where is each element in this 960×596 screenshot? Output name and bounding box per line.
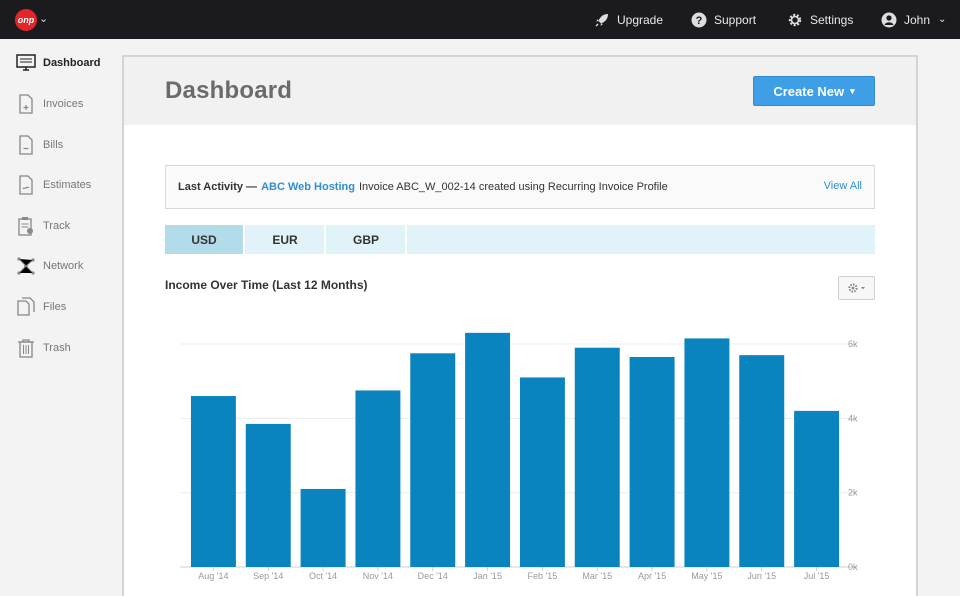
sidebar-item-files[interactable]: Files: [15, 295, 115, 319]
x-tick-label: Jan '15: [473, 571, 502, 581]
clipboard-icon: [15, 215, 37, 237]
bar[interactable]: [410, 353, 456, 567]
top-bar: onp ⌄ Upgrade ? Support Settings John ⌄: [0, 0, 960, 39]
sidebar-item-label: Invoices: [43, 98, 84, 110]
x-tick-label: Mar '15: [582, 571, 612, 581]
view-all-link[interactable]: View All: [823, 180, 862, 192]
svg-text:?: ?: [696, 15, 703, 27]
x-tick-label: Jul '15: [804, 571, 830, 581]
x-tick-label: Oct '14: [309, 571, 337, 581]
sidebar-item-label: Bills: [43, 139, 64, 151]
settings-link[interactable]: Settings: [787, 0, 853, 39]
income-chart: 0k 2k 4k 6k Aug '14 Sep '14 Oct '14 Nov '14 Dec …: [180, 332, 858, 581]
support-label: Support: [714, 12, 757, 27]
bar[interactable]: [245, 423, 291, 567]
x-tick-label: Sep '14: [253, 571, 283, 581]
sidebar-item-estimates[interactable]: Estimates: [15, 173, 115, 197]
x-tick-label: Apr '15: [638, 571, 666, 581]
bill-icon: [15, 134, 37, 156]
rocket-icon: [595, 13, 608, 26]
user-name: John: [904, 12, 931, 27]
chevron-down-icon: ⌄: [938, 14, 947, 25]
chart-settings-button[interactable]: [838, 276, 875, 300]
bar[interactable]: [300, 488, 346, 567]
sidebar-item-network[interactable]: Network: [15, 254, 115, 278]
upgrade-label: Upgrade: [617, 12, 664, 27]
settings-label: Settings: [810, 12, 854, 27]
upgrade-link[interactable]: Upgrade: [594, 0, 663, 39]
sidebar-item-label: Trash: [43, 342, 71, 354]
y-tick-label: 0k: [848, 562, 858, 572]
client-link[interactable]: ABC Web Hosting: [261, 181, 355, 193]
x-tick-label: Aug '14: [198, 571, 228, 581]
network-icon: [15, 255, 37, 277]
bar[interactable]: [794, 410, 840, 567]
sidebar-item-label: Estimates: [43, 179, 92, 191]
tab-usd[interactable]: USD: [165, 225, 245, 254]
chevron-down-icon[interactable]: ⌄: [39, 13, 49, 25]
gear-icon: [847, 283, 865, 293]
tab-eur[interactable]: EUR: [246, 225, 326, 254]
gear-icon: [788, 13, 802, 26]
sidebar-item-invoices[interactable]: Invoices: [15, 92, 115, 116]
bar[interactable]: [684, 338, 730, 567]
x-tick-label: Dec '14: [418, 571, 448, 581]
files-icon: [15, 296, 37, 318]
x-tick-label: Nov '14: [363, 571, 393, 581]
last-activity-label: Last Activity —: [178, 181, 258, 193]
sidebar-item-label: Files: [43, 301, 67, 313]
app-logo[interactable]: onp: [15, 9, 37, 31]
user-menu[interactable]: John ⌄: [881, 0, 946, 39]
user-avatar-icon: [881, 12, 897, 27]
y-tick-label: 6k: [848, 339, 858, 349]
y-tick-label: 2k: [848, 488, 858, 498]
sidebar-item-label: Track: [43, 220, 71, 232]
bar[interactable]: [465, 332, 511, 567]
create-new-button[interactable]: Create New ▾: [753, 76, 875, 106]
support-link[interactable]: ? Support: [691, 0, 756, 39]
x-tick-label: May '15: [691, 571, 722, 581]
monitor-icon: [15, 52, 37, 74]
currency-tabs: USD EUR GBP: [165, 225, 875, 254]
y-tick-label: 4k: [848, 413, 858, 423]
sidebar: Dashboard Invoices Bills Estimates Track…: [0, 39, 122, 596]
invoice-icon: [15, 93, 37, 115]
chevron-down-icon: ▾: [850, 85, 855, 96]
dashboard-panel: Dashboard Create New ▾ Last Activity — A…: [122, 55, 918, 596]
tab-gbp[interactable]: GBP: [327, 225, 407, 254]
sidebar-item-label: Network: [43, 260, 84, 272]
estimate-icon: [15, 174, 37, 196]
help-icon: ?: [691, 12, 707, 27]
page-header: Dashboard Create New ▾: [124, 57, 916, 125]
sidebar-item-trash[interactable]: Trash: [15, 336, 115, 360]
bar[interactable]: [519, 377, 565, 567]
sidebar-item-bills[interactable]: Bills: [15, 133, 115, 157]
bar[interactable]: [629, 357, 675, 567]
x-tick-label: Feb '15: [528, 571, 558, 581]
sidebar-item-track[interactable]: Track: [15, 214, 115, 238]
sidebar-item-label: Dashboard: [43, 57, 101, 69]
bar[interactable]: [739, 355, 785, 567]
x-tick-label: Jun '15: [747, 571, 776, 581]
activity-text: Invoice ABC_W_002-14 created using Recur…: [358, 181, 668, 193]
last-activity-bar: Last Activity — ABC Web Hosting Invoice …: [165, 165, 875, 209]
bar[interactable]: [190, 396, 236, 567]
chart-title: Income Over Time (Last 12 Months): [165, 278, 368, 292]
page-title: Dashboard: [165, 77, 293, 104]
trash-icon: [15, 337, 37, 359]
sidebar-item-dashboard[interactable]: Dashboard: [15, 51, 115, 75]
create-new-label: Create New: [773, 83, 845, 99]
bar[interactable]: [355, 390, 401, 567]
bar[interactable]: [574, 347, 620, 567]
